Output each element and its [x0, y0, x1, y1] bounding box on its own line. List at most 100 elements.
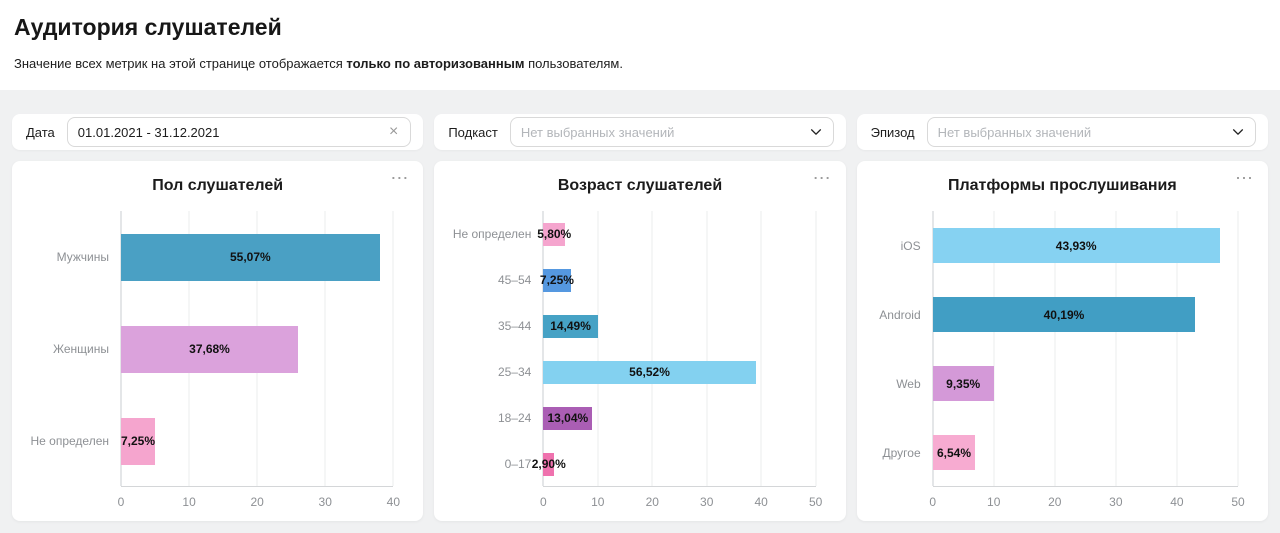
subtitle-bold-text: только по авторизованным	[346, 56, 525, 71]
gridline	[1176, 211, 1178, 486]
chart-title: Пол слушателей	[152, 177, 284, 194]
bar-value-label: 9,35%	[946, 376, 981, 391]
filter-episode-label: Эпизод	[870, 124, 915, 140]
chevron-down-icon[interactable]	[809, 125, 823, 139]
more-menu-icon[interactable]: ⋯	[1235, 168, 1254, 188]
chart-card: Пол слушателей ⋯ Мужчины 55,07% Женщины 37,68…	[12, 161, 424, 521]
chart-row: Не определен 7,25%	[28, 395, 393, 487]
x-tick-label: 20	[250, 495, 264, 509]
bar-rows: Не определен 5,80% 45–54 7,25% 35–44 14,49% 25…	[450, 211, 815, 487]
bar-track: 14,49%	[543, 303, 815, 349]
bar[interactable]: 55,07%	[121, 233, 380, 281]
plot-area: Не определен 5,80% 45–54 7,25% 35–44 14,49% 25…	[450, 207, 829, 513]
gridline	[1054, 211, 1056, 486]
bar[interactable]: 7,25%	[540, 268, 574, 292]
gridline	[324, 211, 326, 486]
date-range-value[interactable]	[77, 124, 387, 140]
bar-track: 56,52%	[543, 349, 815, 395]
clear-icon[interactable]: ×	[388, 123, 399, 140]
bar-value-label: 7,25%	[121, 434, 156, 448]
bar[interactable]: 40,19%	[932, 297, 1196, 332]
bar-value-label: 14,49%	[550, 319, 591, 333]
chart-row: Android 40,19%	[873, 280, 1238, 349]
gridline	[597, 211, 599, 486]
bar-track: 55,07%	[121, 211, 393, 303]
category-label: 45–54	[497, 273, 532, 287]
chart-row: 25–34 56,52%	[450, 349, 815, 395]
bar[interactable]: 13,04%	[543, 406, 593, 430]
gridline	[392, 211, 394, 486]
gridline	[760, 211, 762, 486]
bar-value-label: 13,04%	[547, 411, 589, 425]
podcast-select[interactable]: Нет выбранных значений	[509, 117, 834, 147]
chart-row: 18–24 13,04%	[450, 395, 815, 441]
bar-track: 37,68%	[121, 303, 393, 395]
bar[interactable]: 5,80%	[537, 222, 571, 246]
x-tick-label: 10	[591, 495, 605, 509]
x-tick-label: 20	[1048, 495, 1062, 509]
chart-row: Не определен 5,80%	[450, 211, 815, 257]
chart-row: Мужчины 55,07%	[28, 211, 393, 303]
category-label: Web	[896, 376, 921, 391]
x-axis-ticks: 0 10 20 30 40 50	[539, 495, 822, 511]
bar-track: 6,54%	[932, 418, 1238, 487]
filter-podcast: Подкаст Нет выбранных значений	[434, 114, 846, 150]
x-tick-label: 0	[539, 495, 547, 509]
bar-track: 43,93%	[932, 211, 1238, 280]
bar[interactable]: 9,35%	[932, 366, 994, 401]
more-menu-icon[interactable]: ⋯	[390, 168, 410, 188]
bar[interactable]: 7,25%	[121, 417, 156, 465]
bar-track: 9,35%	[932, 349, 1238, 418]
filter-date: Дата ×	[12, 114, 424, 150]
more-menu-icon[interactable]: ⋯	[812, 168, 832, 188]
plot-area: iOS 43,93% Android 40,19% Web 9,35% Другое 6,54…	[873, 207, 1252, 513]
bar-value-label: 7,25%	[539, 273, 574, 287]
x-axis-ticks: 0 10 20 30 40 50	[929, 495, 1244, 511]
x-tick-label: 50	[1231, 495, 1245, 509]
gridline	[815, 211, 817, 486]
bar-track: 40,19%	[932, 280, 1238, 349]
x-tick-label: 0	[929, 495, 936, 509]
gridlines	[932, 211, 1239, 487]
gridline	[993, 211, 995, 486]
y-axis-line	[542, 211, 544, 486]
category-label: 35–44	[497, 319, 532, 333]
category-label: Другое	[882, 445, 921, 460]
category-label: Не определен	[452, 227, 532, 241]
bar-value-label: 2,90%	[531, 457, 566, 471]
gridline	[1237, 211, 1239, 486]
episode-select-placeholder: Нет выбранных значений	[937, 124, 1092, 140]
category-label: Женщины	[52, 342, 109, 356]
category-label: iOS	[900, 238, 921, 253]
bar-rows: Мужчины 55,07% Женщины 37,68% Не определен 7,…	[28, 211, 393, 487]
chart-header: Возраст слушателей	[450, 171, 829, 195]
x-tick-label: 0	[117, 495, 125, 509]
date-range-input[interactable]: ×	[66, 117, 412, 147]
charts-row: Пол слушателей ⋯ Мужчины 55,07% Женщины 37,68…	[12, 161, 1268, 521]
bar-value-label: 37,68%	[189, 342, 230, 356]
filters-row: Дата × Подкаст Нет выбранных значений Эп…	[12, 114, 1268, 150]
chevron-down-icon[interactable]	[1231, 125, 1245, 139]
subtitle-text: Значение всех метрик на этой странице от…	[14, 56, 347, 71]
bar[interactable]: 43,93%	[932, 228, 1220, 263]
category-label: Android	[879, 307, 921, 322]
bar-track: 7,25%	[540, 257, 815, 303]
bar[interactable]: 6,54%	[932, 435, 976, 470]
chart-title: Возраст слушателей	[557, 177, 723, 194]
category-label: 25–34	[497, 365, 532, 379]
bar[interactable]: 2,90%	[532, 452, 566, 476]
subtitle-text-end: пользователям.	[524, 56, 623, 71]
chart-row: 35–44 14,49%	[450, 303, 815, 349]
podcast-select-placeholder: Нет выбранных значений	[520, 124, 675, 140]
bar-track: 2,90%	[532, 441, 815, 487]
y-axis-line	[932, 211, 934, 486]
dashboard-content: Дата × Подкаст Нет выбранных значений Эп…	[0, 90, 1280, 521]
bar-value-label: 5,80%	[537, 227, 572, 241]
chart-row: 45–54 7,25%	[450, 257, 815, 303]
page-header: Аудитория слушателей Значение всех метри…	[0, 0, 1280, 90]
bar[interactable]: 56,52%	[543, 360, 756, 384]
chart-card: Платформы прослушивания ⋯ iOS 43,93% Android…	[856, 161, 1268, 521]
bar[interactable]: 37,68%	[121, 325, 298, 373]
bar[interactable]: 14,49%	[543, 314, 598, 338]
episode-select[interactable]: Нет выбранных значений	[926, 117, 1256, 147]
